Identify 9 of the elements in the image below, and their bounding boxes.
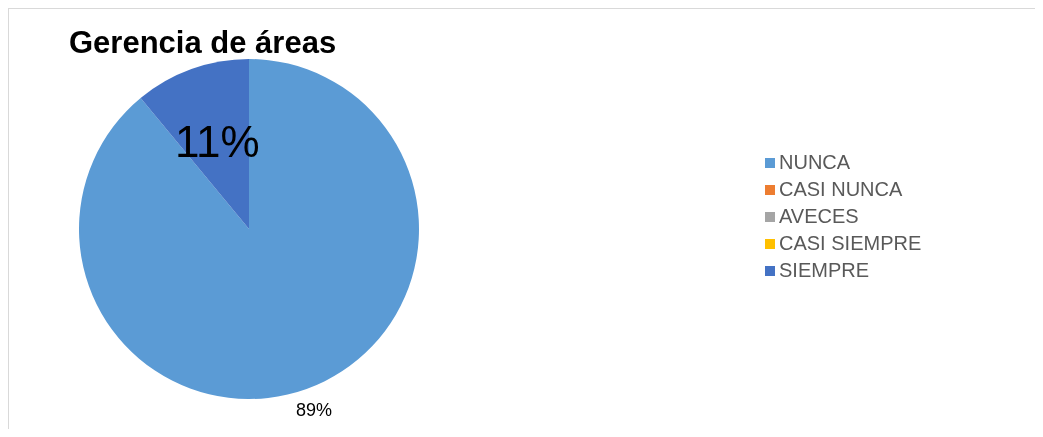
legend-label: AVECES bbox=[779, 205, 859, 228]
data-label: 11% bbox=[174, 116, 260, 166]
legend-label: CASI SIEMPRE bbox=[779, 232, 922, 255]
legend-label: NUNCA bbox=[779, 151, 851, 174]
legend-label: CASI NUNCA bbox=[779, 178, 903, 201]
pie-slice bbox=[79, 59, 419, 399]
chart-title: Gerencia de áreas bbox=[69, 25, 337, 61]
data-label: 89% bbox=[296, 399, 333, 420]
legend-label: SIEMPRE bbox=[779, 259, 870, 282]
